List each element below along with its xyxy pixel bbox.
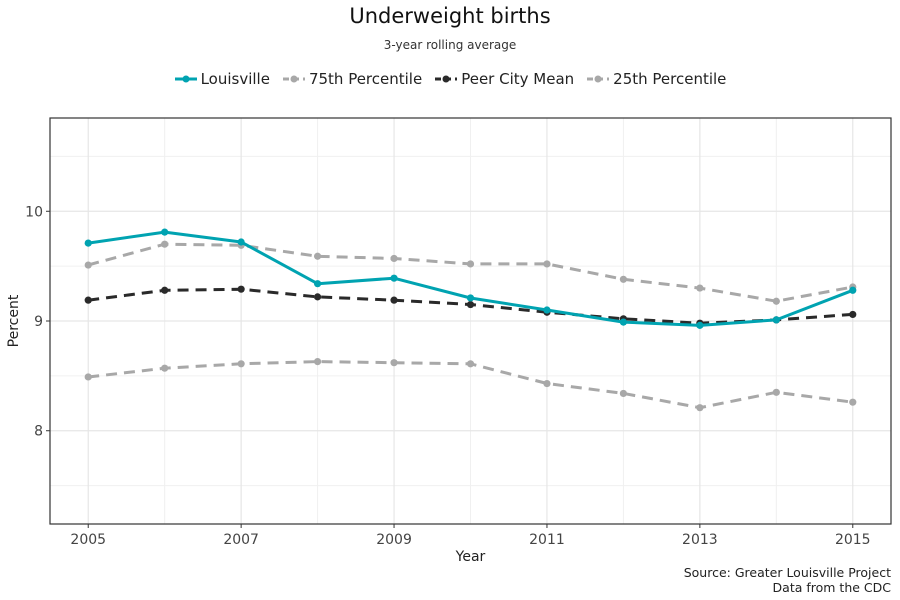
legend-label-peer-city-mean: Peer City Mean	[461, 70, 575, 88]
data-point-75th-percentile	[84, 261, 92, 269]
data-point-25th-percentile	[237, 360, 245, 368]
data-point-25th-percentile	[619, 389, 628, 398]
legend-item-louisville: Louisville	[174, 70, 270, 88]
data-point-75th-percentile	[313, 252, 322, 260]
data-point-louisville	[313, 280, 322, 288]
data-point-25th-percentile	[161, 364, 169, 372]
data-point-75th-percentile	[466, 260, 475, 268]
legend-label-75th-percentile: 75th Percentile	[308, 70, 423, 88]
legend-item-75th-percentile: 75th Percentile	[282, 70, 422, 88]
legend-key-75th-percentile	[282, 75, 305, 83]
x-axis-title: Year	[455, 549, 486, 565]
data-point-louisville	[466, 294, 475, 302]
data-point-peer-city-mean	[313, 293, 322, 301]
legend-label-25th-percentile: 25th Percentile	[613, 70, 727, 88]
data-point-louisville	[696, 321, 704, 329]
data-point-louisville	[390, 274, 398, 282]
x-tick-label: 2015	[835, 532, 871, 548]
data-point-louisville	[619, 318, 628, 326]
x-tick-label: 2007	[223, 532, 259, 548]
data-point-75th-percentile	[390, 254, 398, 263]
data-point-peer-city-mean	[161, 286, 169, 294]
data-point-25th-percentile	[313, 358, 322, 366]
legend-key-25th-percentile	[587, 75, 610, 83]
data-point-louisville	[84, 239, 92, 247]
legend-label-louisville: Louisville	[200, 70, 270, 88]
data-point-25th-percentile	[543, 379, 551, 388]
data-point-75th-percentile	[619, 275, 628, 283]
data-point-peer-city-mean	[849, 310, 857, 319]
y-tick-label: 8	[34, 424, 43, 440]
data-point-75th-percentile	[696, 284, 704, 292]
legend-key-louisville	[174, 75, 197, 83]
data-point-louisville	[161, 228, 169, 236]
caption: Source: Greater Louisville Project Data …	[684, 565, 891, 595]
data-point-peer-city-mean	[390, 296, 398, 304]
legend-item-25th-percentile: 25th Percentile	[586, 70, 726, 88]
data-point-louisville	[772, 316, 780, 324]
data-point-25th-percentile	[84, 373, 92, 381]
legend: Louisville 75th Percentile Peer City Mea…	[0, 70, 900, 88]
caption-data-note: Data from the CDC	[772, 580, 891, 595]
data-point-louisville	[849, 286, 857, 294]
data-point-25th-percentile	[390, 359, 398, 367]
x-tick-label: 2013	[682, 532, 718, 548]
x-tick-label: 2011	[529, 532, 565, 548]
data-point-25th-percentile	[466, 360, 475, 368]
data-point-75th-percentile	[543, 260, 551, 268]
data-point-louisville	[237, 238, 245, 246]
data-point-75th-percentile	[161, 240, 169, 248]
data-point-peer-city-mean	[466, 300, 475, 309]
y-axis-title: Percent	[6, 294, 22, 347]
data-point-25th-percentile	[849, 398, 857, 406]
data-point-25th-percentile	[772, 388, 780, 396]
chart-subtitle: 3-year rolling average	[383, 38, 517, 52]
y-tick-label: 10	[25, 204, 43, 220]
data-point-peer-city-mean	[84, 296, 92, 304]
data-point-25th-percentile	[696, 404, 704, 412]
chart-title: Underweight births	[349, 4, 551, 28]
legend-item-peer-city-mean: Peer City Mean	[434, 70, 574, 88]
x-tick-label: 2009	[376, 532, 412, 548]
data-point-75th-percentile	[772, 297, 780, 305]
caption-source: Source: Greater Louisville Project	[683, 565, 891, 580]
data-point-louisville	[543, 306, 551, 314]
x-tick-label: 2005	[70, 532, 106, 548]
data-point-peer-city-mean	[237, 285, 245, 293]
legend-key-peer-city-mean	[435, 75, 458, 83]
y-tick-label: 9	[34, 314, 43, 330]
